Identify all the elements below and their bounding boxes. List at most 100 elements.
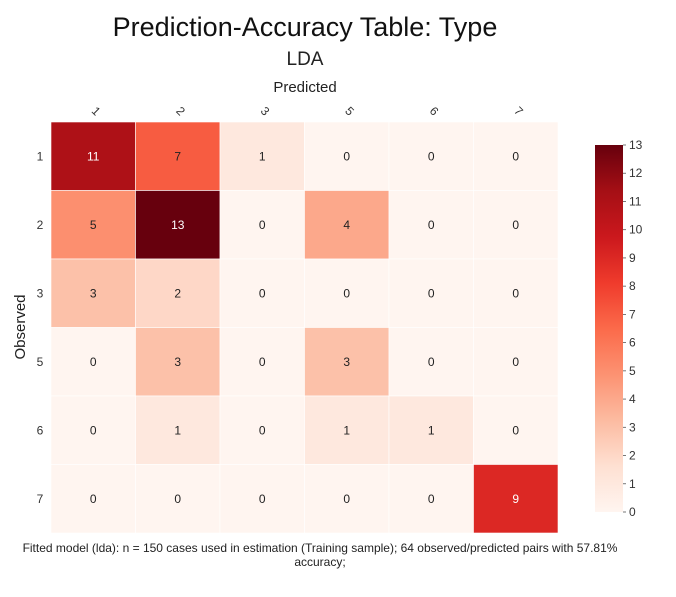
y-tick-label: 6 [37,423,44,437]
cell-value-label: 0 [343,286,350,300]
x-tick-label: 3 [258,104,273,119]
heatmap-cell [135,121,221,191]
cell-value-label: 1 [343,423,350,437]
heatmap-cell [50,395,136,465]
cell-value-label: 0 [90,423,97,437]
x-tick-label: 6 [427,104,442,119]
heatmap-cell [304,190,390,260]
cell-value-label: 4 [343,218,350,232]
heatmap-cell [135,258,221,328]
cell-value-label: 0 [428,492,435,506]
cell-value-label: 0 [512,355,519,369]
heatmap-cell [388,395,474,465]
colorbar-tick-label: 11 [629,194,642,208]
colorbar-tick-label: 5 [629,364,636,378]
cell-value-label: 0 [90,355,97,369]
chart-subtitle: LDA [287,49,324,70]
colorbar-tick-label: 1 [629,477,636,491]
cell-value-label: 3 [174,355,181,369]
heatmap-cell [135,190,221,260]
colorbar-tick-label: 13 [629,138,643,152]
heatmap-cell [219,327,305,397]
cell-value-label: 0 [428,218,435,232]
colorbar-tick-label: 7 [629,307,636,321]
colorbar-tick-label: 3 [629,420,636,434]
colorbar-tick-label: 2 [629,449,636,463]
colorbar-tick-label: 4 [629,392,636,406]
x-tick-labels: 1 2 3 5 6 7 [89,104,526,119]
x-tick-label: 1 [89,104,104,119]
x-tick-label: 2 [173,104,188,119]
cell-value-label: 13 [171,218,185,232]
cell-value-label: 0 [343,492,350,506]
colorbar-tick-label: 12 [629,166,643,180]
cell-value-label: 0 [428,149,435,163]
heatmap-cell [50,327,136,397]
heatmap-cell [473,464,559,534]
cell-value-label: 7 [174,149,181,163]
colorbar-tick-label: 6 [629,336,636,350]
y-tick-label: 3 [37,286,44,300]
heatmap-cell [388,464,474,534]
colorbar-gradient [595,145,623,512]
heatmap-cell [473,327,559,397]
cell-value-label: 0 [259,355,266,369]
heatmap-cell [135,327,221,397]
chart-title: Prediction-Accuracy Table: Type [113,12,498,42]
heatmap-cell [50,258,136,328]
heatmap-cell [388,121,474,191]
y-tick-label: 2 [37,218,44,232]
model-footnote: Fitted model (lda): n = 150 cases used i… [22,541,618,569]
cell-value-label: 0 [343,149,350,163]
cell-value-label: 0 [428,286,435,300]
cell-value-label: 0 [90,492,97,506]
cell-value-label: 1 [174,423,181,437]
cell-value-label: 1 [428,423,435,437]
heatmap-cell [219,121,305,191]
y-tick-label: 5 [37,355,44,369]
colorbar-tick-label: 9 [629,251,636,265]
y-axis-title: Observed [12,294,29,359]
heatmap-cell [473,395,559,465]
cell-value-label: 2 [174,286,181,300]
cell-value-label: 1 [259,149,266,163]
heatmap-cells: 11 7 1 0 0 05 13 0 4 0 03 2 0 0 0 00 3 0 3 0 00 1 0 1 1 00 0 0 0 0 9 [50,121,559,534]
x-axis-title: Predicted [273,79,336,96]
colorbar-tick-label: 8 [629,279,636,293]
heatmap-cell [473,190,559,260]
cell-value-label: 0 [512,423,519,437]
y-tick-label: 7 [37,492,44,506]
cell-value-label: 0 [259,218,266,232]
heatmap-cell [219,395,305,465]
cell-value-label: 3 [343,355,350,369]
cell-value-label: 0 [259,423,266,437]
heatmap-cell [304,258,390,328]
y-tick-labels: 1 2 3 5 6 7 [37,149,44,506]
cell-value-label: 9 [512,492,519,506]
heatmap-cell [50,121,136,191]
heatmap-cell [219,258,305,328]
cell-value-label: 0 [174,492,181,506]
heatmap-cell [473,258,559,328]
heatmap-cell [304,327,390,397]
heatmap-cell [473,121,559,191]
x-tick-label: 5 [342,104,357,119]
heatmap-cell [50,464,136,534]
colorbar-tick-label: 10 [629,223,643,237]
cell-value-label: 0 [259,492,266,506]
cell-value-label: 11 [87,149,100,163]
cell-value-label: 0 [428,355,435,369]
heatmap-cell [304,121,390,191]
cell-value-label: 0 [512,218,519,232]
heatmap-cell [304,464,390,534]
cell-value-label: 0 [259,286,266,300]
heatmap-cell [304,395,390,465]
x-tick-label: 7 [511,104,526,119]
heatmap-cell [388,258,474,328]
cell-value-label: 5 [90,218,97,232]
cell-value-label: 3 [90,286,97,300]
cell-value-label: 0 [512,286,519,300]
heatmap-cell [388,327,474,397]
